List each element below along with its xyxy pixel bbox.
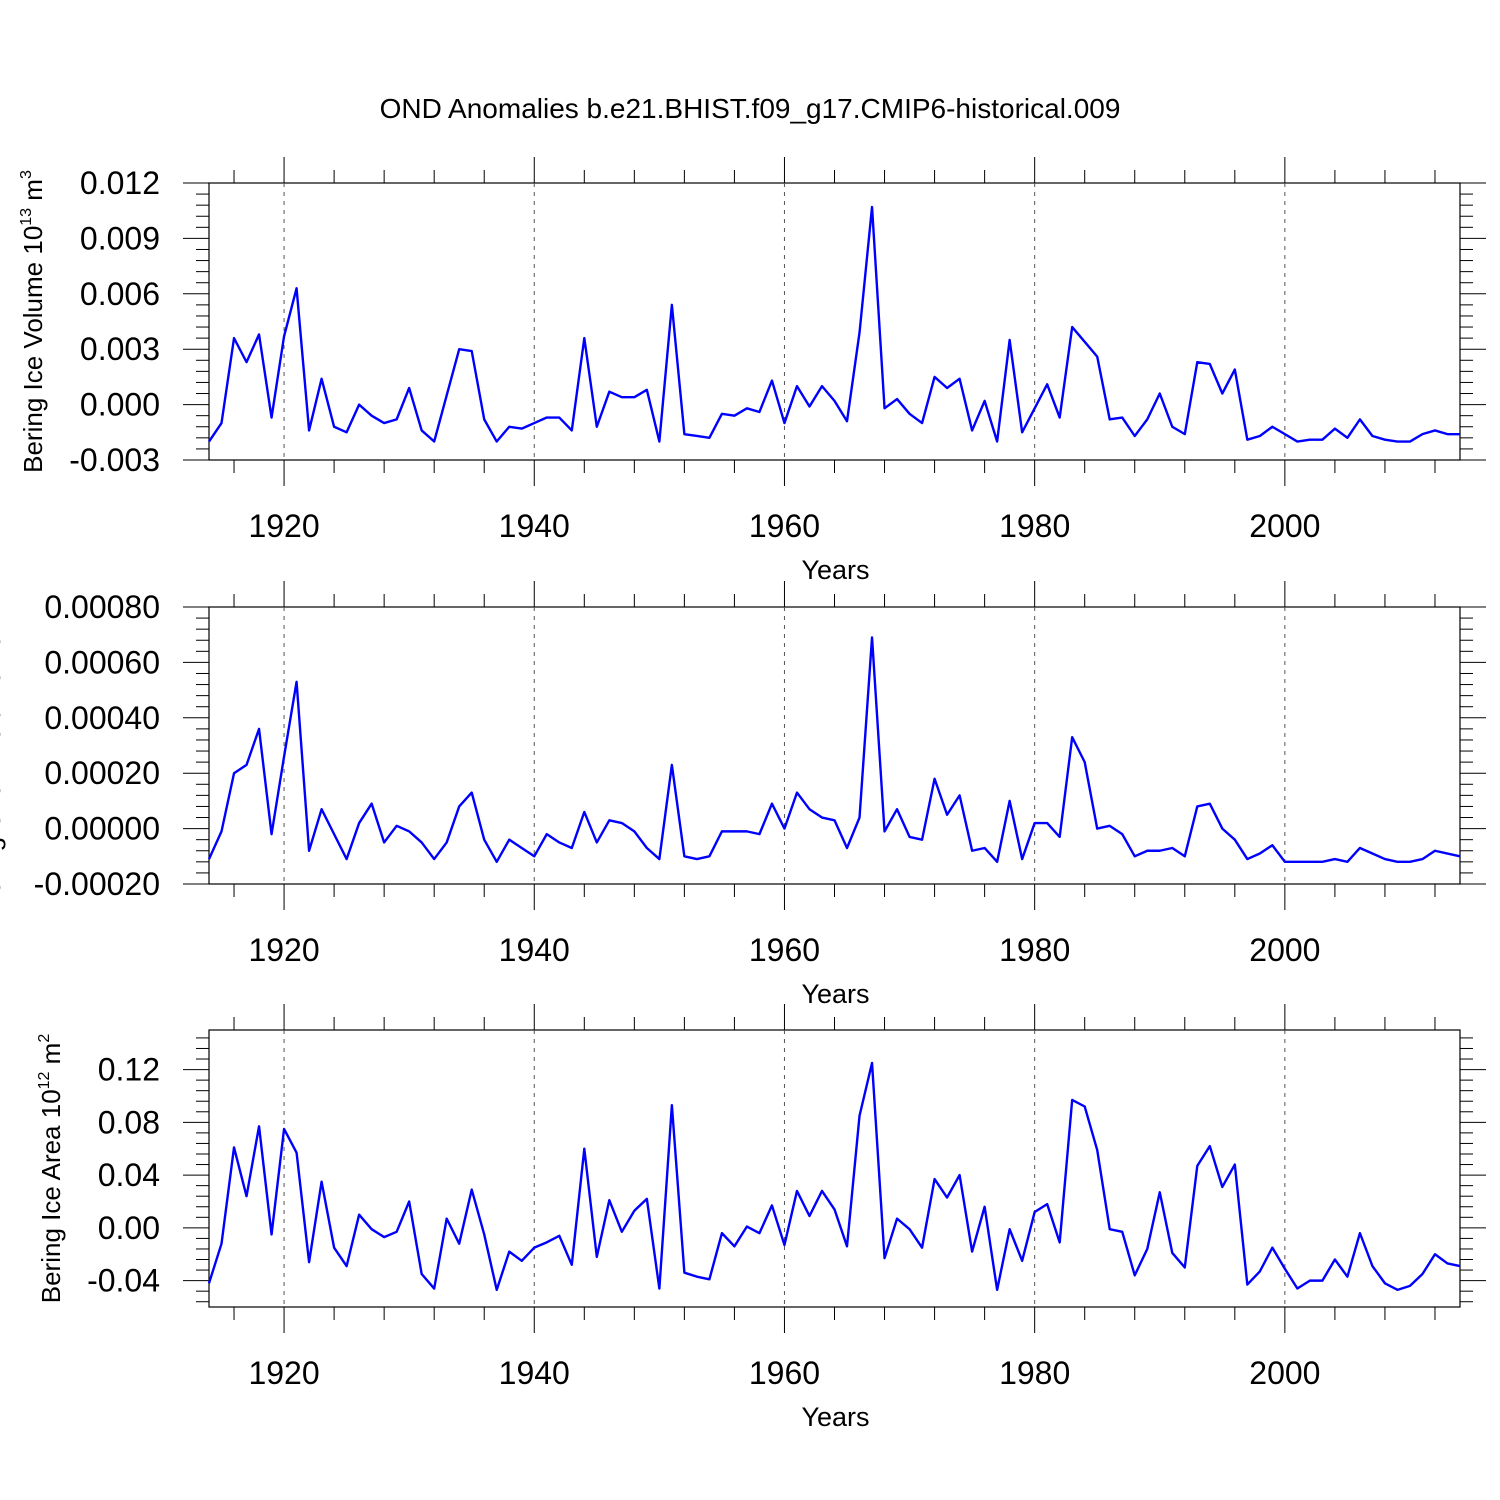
y-tick-label: -0.00020: [34, 866, 160, 902]
chart-panel-1: 1920 1940 1960 1980 2000 -0.003 0.000 0.003 0.00…: [18, 157, 1486, 585]
y-tick-label: 0.006: [80, 276, 160, 312]
x-axis-label: Years: [801, 555, 869, 585]
y-tick-label: 0.000: [80, 387, 160, 423]
plot-frame: [208, 606, 1461, 885]
y-label-unit: m: [0, 588, 6, 617]
x-tick-label: 1960: [749, 932, 820, 968]
y-tick-label: 0.00040: [44, 700, 160, 736]
series-line: [207, 636, 1461, 864]
y-label-text: Bering Ice Area 10: [36, 1089, 66, 1303]
x-tick-label: 1980: [999, 1355, 1070, 1391]
y-axis-label: Bering Ice Area 1012 m2: [36, 1034, 66, 1304]
y-tick-label: 0.00000: [44, 811, 160, 847]
plot-frame: [208, 1029, 1461, 1308]
y-axis-label: Bering Ice Volume 1013 m3: [18, 170, 48, 473]
series-line: [207, 1061, 1461, 1292]
series-line: [208, 205, 1460, 443]
x-tick-label: 1980: [999, 932, 1070, 968]
chart-title: OND Anomalies b.e21.BHIST.f09_g17.CMIP6-…: [380, 93, 1121, 124]
x-axis-label: Years: [801, 1402, 869, 1432]
y-tick-label: 0.00060: [44, 644, 160, 680]
panels: 1920 1940 1960 1980 2000-0.0030.0000.0030.00…: [0, 157, 1486, 1432]
y-label-unit: m: [18, 179, 48, 208]
y-axis-label: Bering Snow Volume 1013 m3: [0, 579, 6, 912]
x-tick-label: 2000: [1249, 932, 1320, 968]
x-axis-label: Years: [801, 979, 869, 1009]
y-tick-label: 0.009: [80, 220, 160, 256]
y-label-unit-exp: 3: [18, 170, 35, 179]
x-tick-label: 1940: [499, 1355, 570, 1391]
y-tick-label: 0.003: [80, 331, 160, 367]
x-tick-label: 2000: [1249, 1355, 1320, 1391]
y-tick-label: 0.04: [98, 1157, 160, 1193]
y-label-text: Bering Ice Volume 10: [18, 226, 48, 473]
y-tick-label: 0.08: [98, 1104, 160, 1140]
x-tick-label: 1960: [749, 508, 820, 544]
x-tick-label: 2000: [1249, 508, 1320, 544]
y-tick-label: -0.003: [69, 442, 160, 478]
y-tick-label: 0.00020: [44, 755, 160, 791]
y-label-text: Bering Snow Volume 10: [0, 635, 6, 913]
x-tick-label: 1980: [999, 508, 1070, 544]
x-tick-label: 1940: [499, 508, 570, 544]
y-tick-label: 0.00080: [44, 589, 160, 625]
x-tick-label: 1920: [248, 932, 319, 968]
chart-panel-3: 1920 1940 1960 1980 2000 -0.04 0.00 0.04 0.08 0.1…: [36, 1004, 1486, 1432]
y-tick-label: -0.04: [87, 1263, 160, 1299]
y-label-exp: 13: [18, 208, 35, 226]
y-tick-label: 0.12: [98, 1052, 160, 1088]
x-tick-label: 1940: [499, 932, 570, 968]
y-tick-label: 0.00: [98, 1210, 160, 1246]
y-label-unit: m: [36, 1043, 66, 1072]
y-tick-label: 0.012: [80, 165, 160, 201]
x-tick-label: 1920: [248, 508, 319, 544]
chart-panel-2: 1920 1940 1960 1980 2000 -0.00020 0.00000 0.000…: [0, 579, 1486, 1009]
y-label-unit-exp: 2: [36, 1034, 53, 1043]
x-tick-label: 1920: [248, 1355, 319, 1391]
y-label-exp: 12: [36, 1071, 53, 1089]
x-tick-label: 1960: [749, 1355, 820, 1391]
